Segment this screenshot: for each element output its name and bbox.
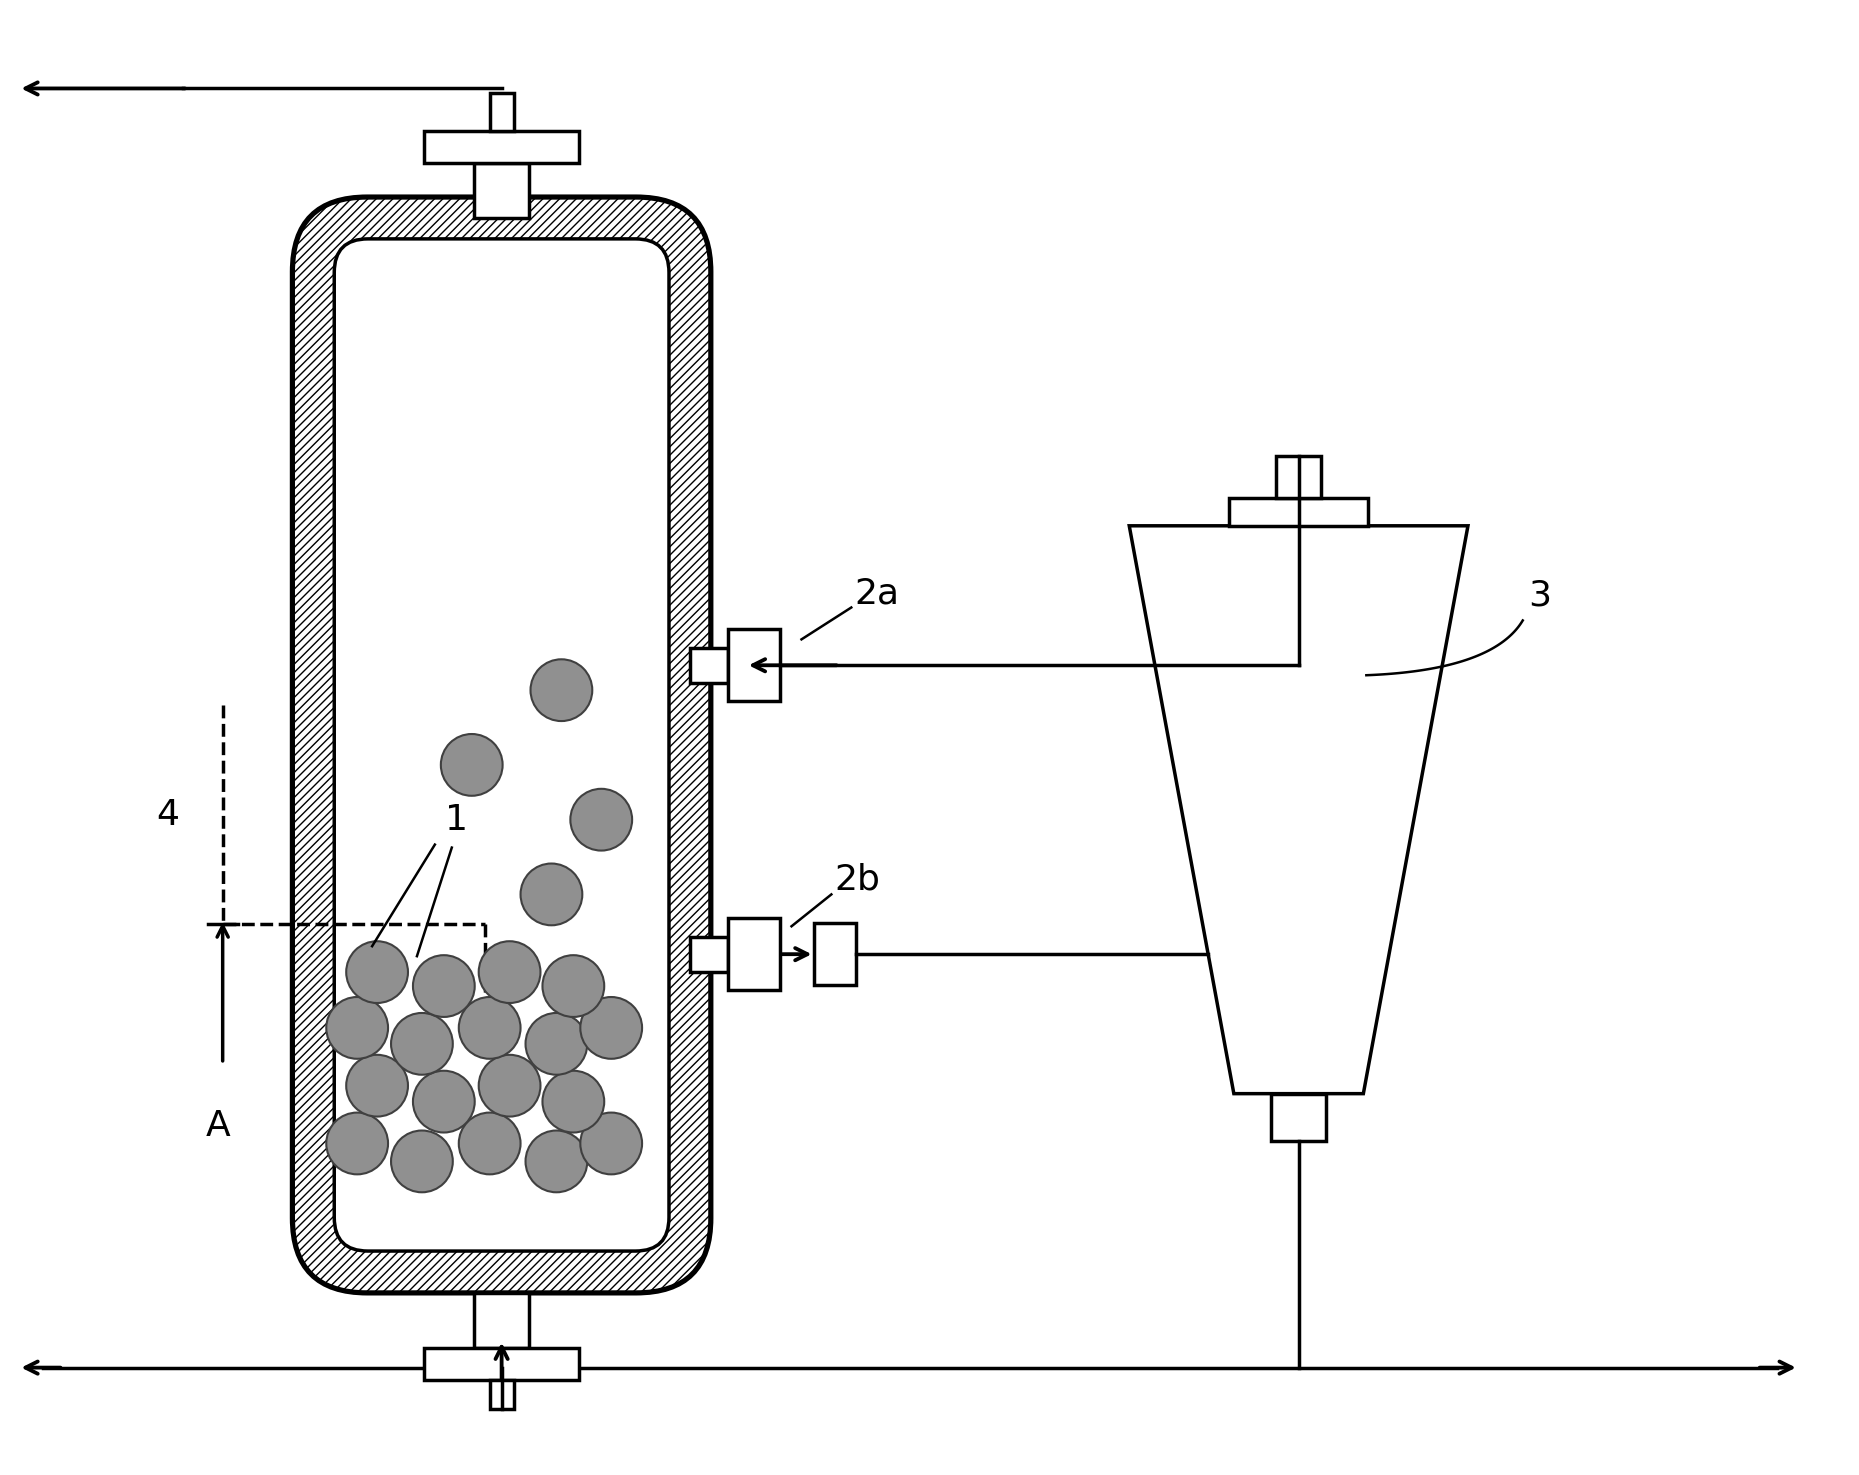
Circle shape	[459, 997, 521, 1059]
Circle shape	[543, 1071, 604, 1133]
Circle shape	[521, 863, 582, 925]
Bar	[1229, 499, 1368, 525]
Circle shape	[327, 1112, 389, 1174]
FancyBboxPatch shape	[335, 239, 669, 1251]
Bar	[727, 630, 779, 701]
Circle shape	[526, 1130, 587, 1192]
Circle shape	[571, 789, 632, 851]
Bar	[424, 131, 578, 164]
Text: 1: 1	[446, 802, 468, 836]
FancyBboxPatch shape	[292, 198, 710, 1294]
Text: A: A	[204, 1109, 231, 1143]
Text: 2a: 2a	[855, 577, 900, 611]
Circle shape	[480, 941, 541, 1003]
Text: 2b: 2b	[835, 863, 879, 897]
Circle shape	[346, 1055, 407, 1117]
Bar	[727, 919, 779, 990]
Circle shape	[580, 997, 641, 1059]
Polygon shape	[1128, 525, 1469, 1093]
Circle shape	[480, 1055, 541, 1117]
Bar	[424, 1348, 578, 1379]
Circle shape	[413, 956, 474, 1016]
Circle shape	[390, 1130, 454, 1192]
Bar	[1275, 456, 1322, 499]
Bar	[489, 93, 513, 131]
Bar	[474, 164, 530, 218]
Circle shape	[526, 1013, 587, 1075]
Circle shape	[543, 956, 604, 1016]
Circle shape	[441, 735, 502, 796]
Text: 3: 3	[1528, 578, 1550, 612]
Bar	[814, 923, 857, 985]
Circle shape	[346, 941, 407, 1003]
Bar	[690, 937, 727, 972]
Bar	[489, 1379, 513, 1410]
Circle shape	[459, 1112, 521, 1174]
Circle shape	[413, 1071, 474, 1133]
Circle shape	[327, 997, 389, 1059]
Circle shape	[530, 659, 593, 721]
Circle shape	[390, 1013, 454, 1075]
Bar	[1272, 1093, 1325, 1142]
Circle shape	[580, 1112, 641, 1174]
Bar	[474, 1294, 530, 1348]
Text: 4: 4	[156, 798, 178, 832]
Bar	[690, 648, 727, 683]
